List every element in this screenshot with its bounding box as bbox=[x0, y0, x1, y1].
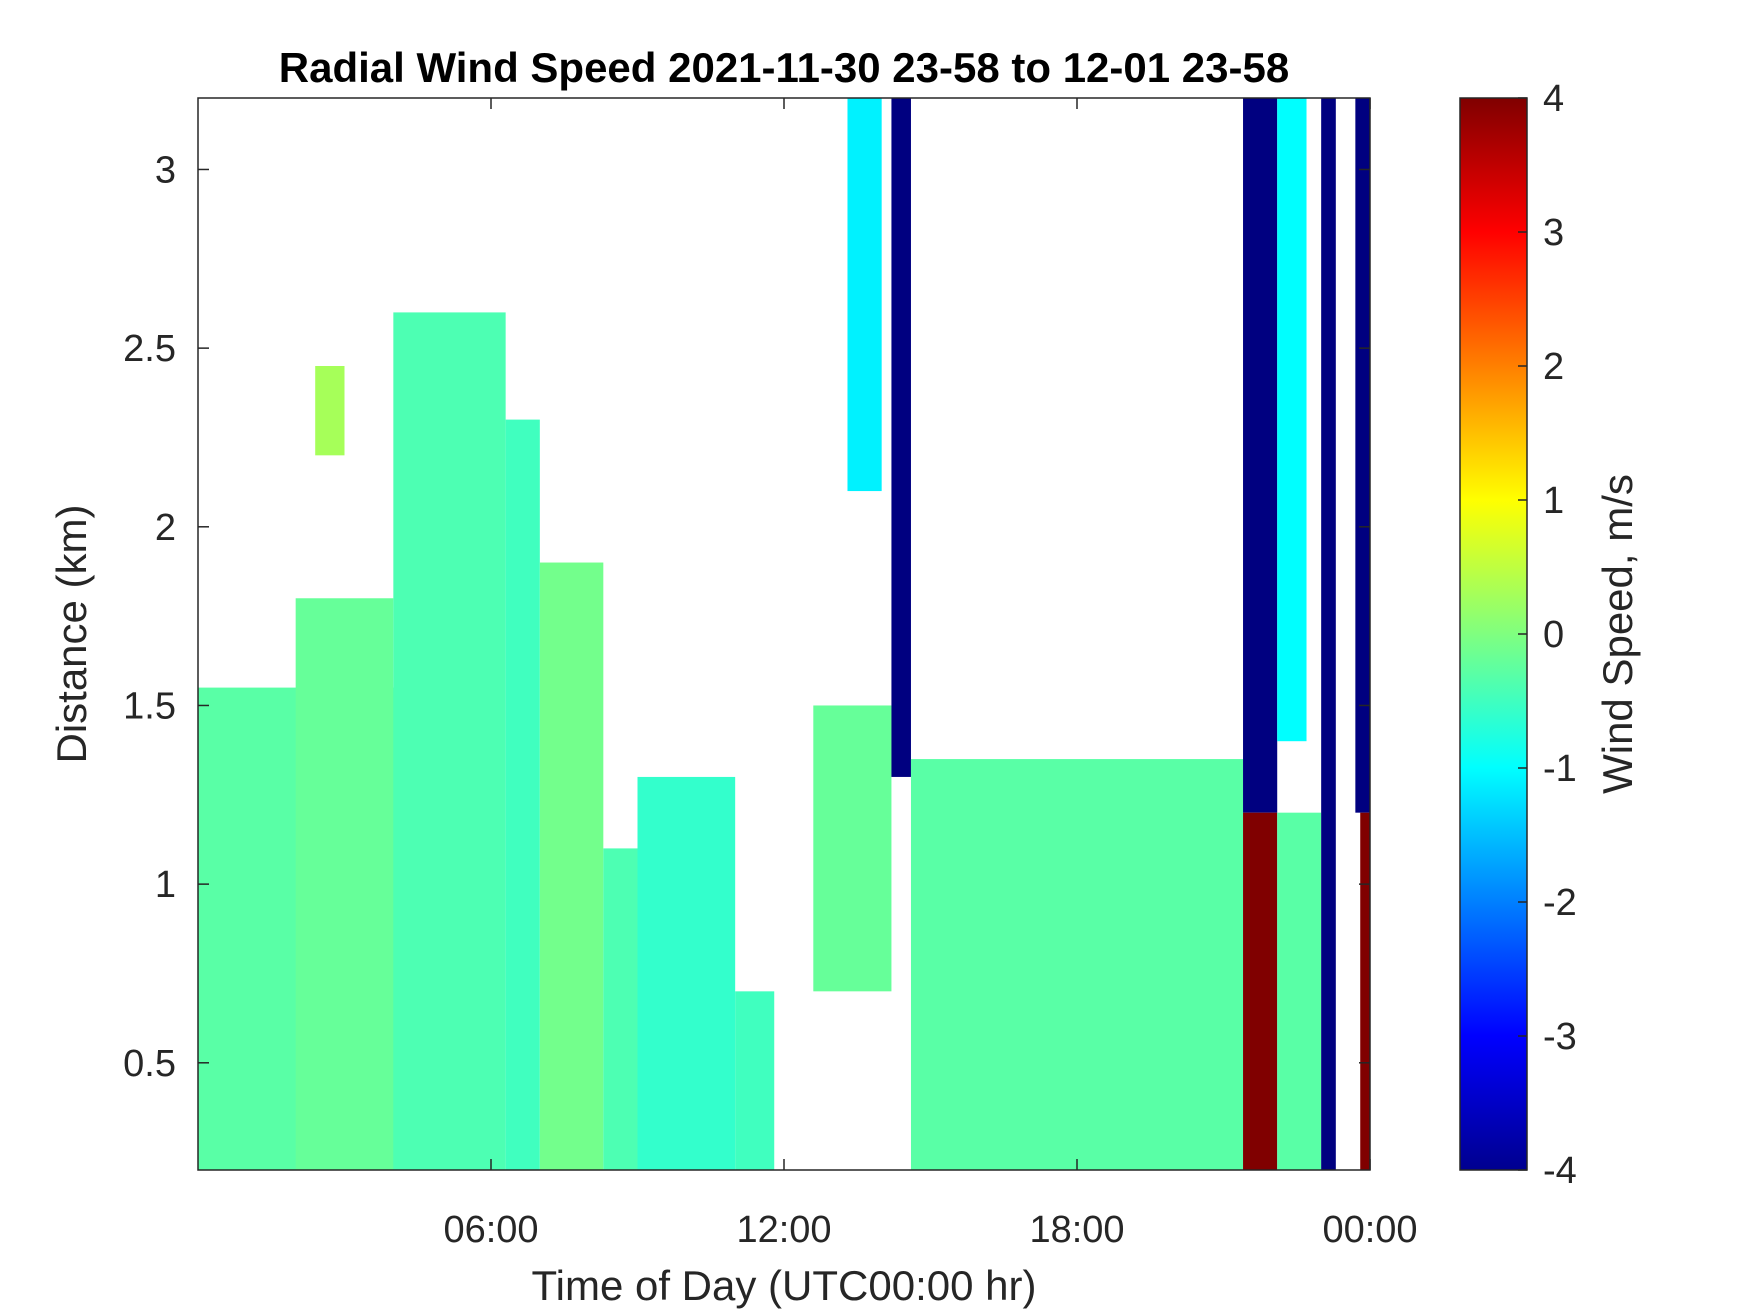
heatmap-cell bbox=[539, 562, 604, 1170]
colorbar-tick-label: 1 bbox=[1543, 480, 1564, 522]
y-tick-label: 2.5 bbox=[123, 328, 176, 370]
heatmap-cell bbox=[1360, 812, 1370, 1170]
x-axis-label: Time of Day (UTC00:00 hr) bbox=[532, 1262, 1037, 1309]
x-axis-ticks: 06:00 12:00 18:00 00:00 bbox=[443, 98, 1418, 1251]
colorbar-tick-label: 0 bbox=[1543, 614, 1564, 656]
heatmap bbox=[198, 98, 1370, 1170]
heatmap-cell bbox=[847, 98, 882, 492]
heatmap-cell bbox=[637, 776, 736, 1170]
heatmap-cell bbox=[603, 848, 638, 1170]
colorbar-tick-label: -2 bbox=[1543, 882, 1577, 924]
heatmap-cell bbox=[1243, 98, 1278, 813]
heatmap-cell bbox=[505, 419, 540, 1170]
x-tick-label: 06:00 bbox=[443, 1209, 538, 1251]
heatmap-cell bbox=[813, 705, 892, 992]
heatmap-cell bbox=[1243, 812, 1278, 1170]
x-tick-label: 00:00 bbox=[1322, 1209, 1417, 1251]
heatmap-cell bbox=[315, 366, 345, 456]
y-tick-label: 3 bbox=[155, 149, 176, 191]
colorbar bbox=[1459, 97, 1528, 1171]
colorbar-tick-label: -4 bbox=[1543, 1150, 1577, 1192]
heatmap-cell bbox=[891, 98, 911, 777]
x-tick-label: 12:00 bbox=[736, 1209, 831, 1251]
colorbar-tick-label: 3 bbox=[1543, 212, 1564, 254]
y-tick-label: 2 bbox=[155, 507, 176, 549]
heatmap-cell bbox=[910, 759, 1244, 1170]
colorbar-tick-label: 2 bbox=[1543, 346, 1564, 388]
heatmap-cell bbox=[295, 598, 394, 1170]
y-tick-label: 1 bbox=[155, 864, 176, 906]
colorbar-label: Wind Speed, m/s bbox=[1594, 474, 1641, 794]
heatmap-cell bbox=[735, 991, 775, 1170]
x-tick-label: 18:00 bbox=[1029, 1209, 1124, 1251]
colorbar-tick-label: -1 bbox=[1543, 748, 1577, 790]
heatmap-cell bbox=[393, 312, 506, 1170]
heatmap-cell bbox=[1277, 98, 1307, 742]
heatmap-cell bbox=[1277, 812, 1322, 1170]
chart-title: Radial Wind Speed 2021-11-30 23-58 to 12… bbox=[279, 44, 1289, 91]
heatmap-cell bbox=[1355, 98, 1370, 813]
heatmap-cell bbox=[1321, 98, 1336, 1170]
y-tick-label: 0.5 bbox=[123, 1043, 176, 1085]
colorbar-tick-label: -3 bbox=[1543, 1016, 1577, 1058]
y-axis-ticks: 0.5 1 1.5 2 2.5 3 bbox=[123, 149, 1370, 1085]
y-tick-label: 1.5 bbox=[123, 685, 176, 727]
colorbar-ticks: 4 3 2 1 0 -1 -2 -3 -4 bbox=[1518, 78, 1577, 1192]
colorbar-tick-label: 4 bbox=[1543, 78, 1564, 120]
y-axis-label: Distance (km) bbox=[48, 504, 95, 763]
